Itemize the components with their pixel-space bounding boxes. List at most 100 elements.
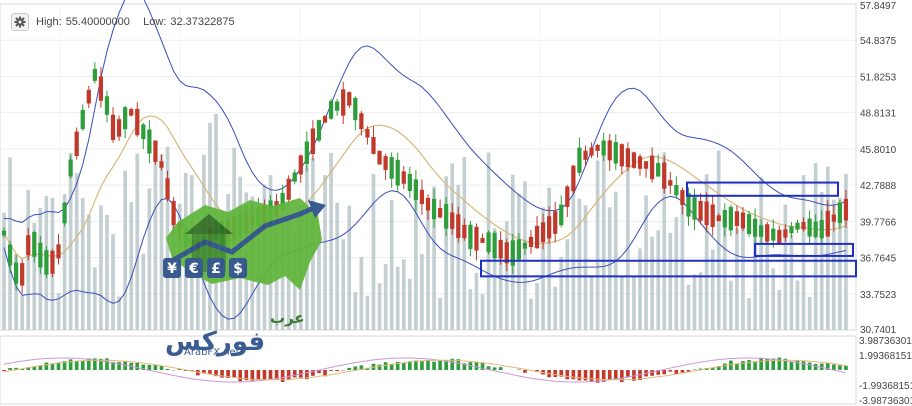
volume-bar bbox=[735, 228, 739, 330]
volume-bar bbox=[135, 153, 140, 330]
volume-bar bbox=[74, 173, 79, 330]
oscillator-bar bbox=[722, 363, 727, 370]
oscillator-bar bbox=[825, 362, 830, 370]
candle-body bbox=[710, 204, 715, 227]
oscillator-bar bbox=[535, 370, 539, 372]
price-tick-label: 54.8375 bbox=[860, 36, 897, 47]
oscillator-bar bbox=[789, 361, 794, 370]
candle-body bbox=[353, 97, 358, 121]
oscillator-bar bbox=[662, 370, 667, 375]
volume-bar bbox=[668, 232, 673, 330]
oscillator-bar bbox=[32, 366, 37, 370]
oscillator-bar bbox=[801, 361, 806, 370]
oscillator-bar bbox=[56, 362, 61, 370]
volume-bar bbox=[662, 152, 667, 330]
oscillator-bar bbox=[401, 362, 406, 370]
volume-bar bbox=[414, 185, 418, 330]
oscillator-bar bbox=[250, 370, 255, 381]
volume-bar bbox=[432, 186, 436, 330]
oscillator-bar bbox=[716, 366, 721, 370]
candle-body bbox=[444, 204, 449, 229]
candle-body bbox=[486, 232, 491, 253]
volume-bar bbox=[795, 280, 800, 330]
volume-bar bbox=[644, 195, 648, 330]
candle-body bbox=[522, 242, 528, 249]
candle-body bbox=[104, 96, 110, 115]
candle-body bbox=[135, 108, 140, 136]
volume-bar bbox=[771, 268, 776, 330]
candle-body bbox=[746, 214, 752, 235]
volume-bar bbox=[141, 253, 146, 330]
oscillator-bar bbox=[795, 360, 800, 370]
volume-bar bbox=[365, 295, 370, 330]
oscillator-bar bbox=[753, 361, 757, 370]
candle-body bbox=[92, 68, 97, 81]
oscillator-bar bbox=[80, 360, 85, 370]
candle-body bbox=[341, 89, 346, 116]
settings-button[interactable] bbox=[11, 13, 29, 31]
oscillator-bar bbox=[408, 361, 412, 370]
volume-bar bbox=[80, 198, 85, 330]
volume-bar bbox=[553, 286, 558, 330]
candle-body bbox=[547, 216, 552, 239]
oscillator-bar bbox=[359, 365, 364, 370]
volume-bar bbox=[535, 282, 539, 330]
oscillator-bar bbox=[650, 370, 654, 376]
oscillator-bar bbox=[383, 362, 388, 370]
candle-body bbox=[801, 222, 806, 230]
candle-body bbox=[559, 204, 564, 226]
candle-body bbox=[44, 250, 49, 275]
candle-body bbox=[819, 219, 824, 239]
candle-body bbox=[32, 232, 37, 257]
volume-bar bbox=[105, 214, 109, 330]
candle-body bbox=[510, 240, 515, 266]
candle-body bbox=[74, 131, 79, 156]
volume-bar bbox=[68, 152, 73, 330]
candle-body bbox=[310, 128, 316, 155]
oscillator-bar bbox=[280, 370, 285, 382]
volume-bar bbox=[408, 278, 412, 330]
volume-bar bbox=[462, 156, 467, 330]
volume-bar bbox=[656, 230, 660, 330]
candle-body bbox=[159, 161, 164, 168]
annotation-rectangle bbox=[686, 181, 839, 197]
oscillator-bar bbox=[105, 358, 109, 370]
candle-body bbox=[674, 185, 679, 196]
oscillator-bar bbox=[74, 360, 79, 370]
oscillator-slow-line bbox=[3, 359, 846, 381]
candle-body bbox=[171, 201, 176, 225]
trend-arrow bbox=[167, 203, 321, 265]
volume-bar bbox=[353, 292, 358, 330]
volume-bar bbox=[159, 154, 164, 330]
candle-body bbox=[165, 178, 170, 200]
volume-bar bbox=[729, 280, 733, 330]
currency-tile bbox=[185, 258, 203, 278]
currency-symbol: ¥ bbox=[167, 261, 177, 277]
oscillator-bar bbox=[674, 370, 679, 375]
oscillator-bar bbox=[50, 363, 55, 370]
candle-body bbox=[607, 140, 612, 161]
candle-body bbox=[292, 172, 297, 182]
oscillator-bar bbox=[20, 368, 24, 370]
volume-bar bbox=[789, 234, 794, 330]
oscillator-bar bbox=[565, 370, 570, 380]
candle-body bbox=[662, 162, 667, 189]
candle-body bbox=[637, 156, 643, 169]
candle-body bbox=[20, 263, 25, 286]
oscillator-bar bbox=[783, 358, 788, 370]
candle-body bbox=[56, 244, 61, 259]
volume-bar bbox=[783, 204, 788, 330]
volume-bar bbox=[844, 173, 848, 330]
oscillator-bar bbox=[747, 360, 751, 370]
oscillator-bar bbox=[601, 370, 606, 382]
oscillator-bar bbox=[8, 368, 12, 370]
oscillator-bar bbox=[86, 358, 91, 370]
candle-body bbox=[419, 189, 425, 205]
volume-bar bbox=[517, 193, 521, 330]
candle-body bbox=[401, 171, 406, 184]
candle-body bbox=[789, 226, 794, 234]
candle-body bbox=[668, 180, 673, 186]
volume-bar bbox=[153, 159, 158, 330]
